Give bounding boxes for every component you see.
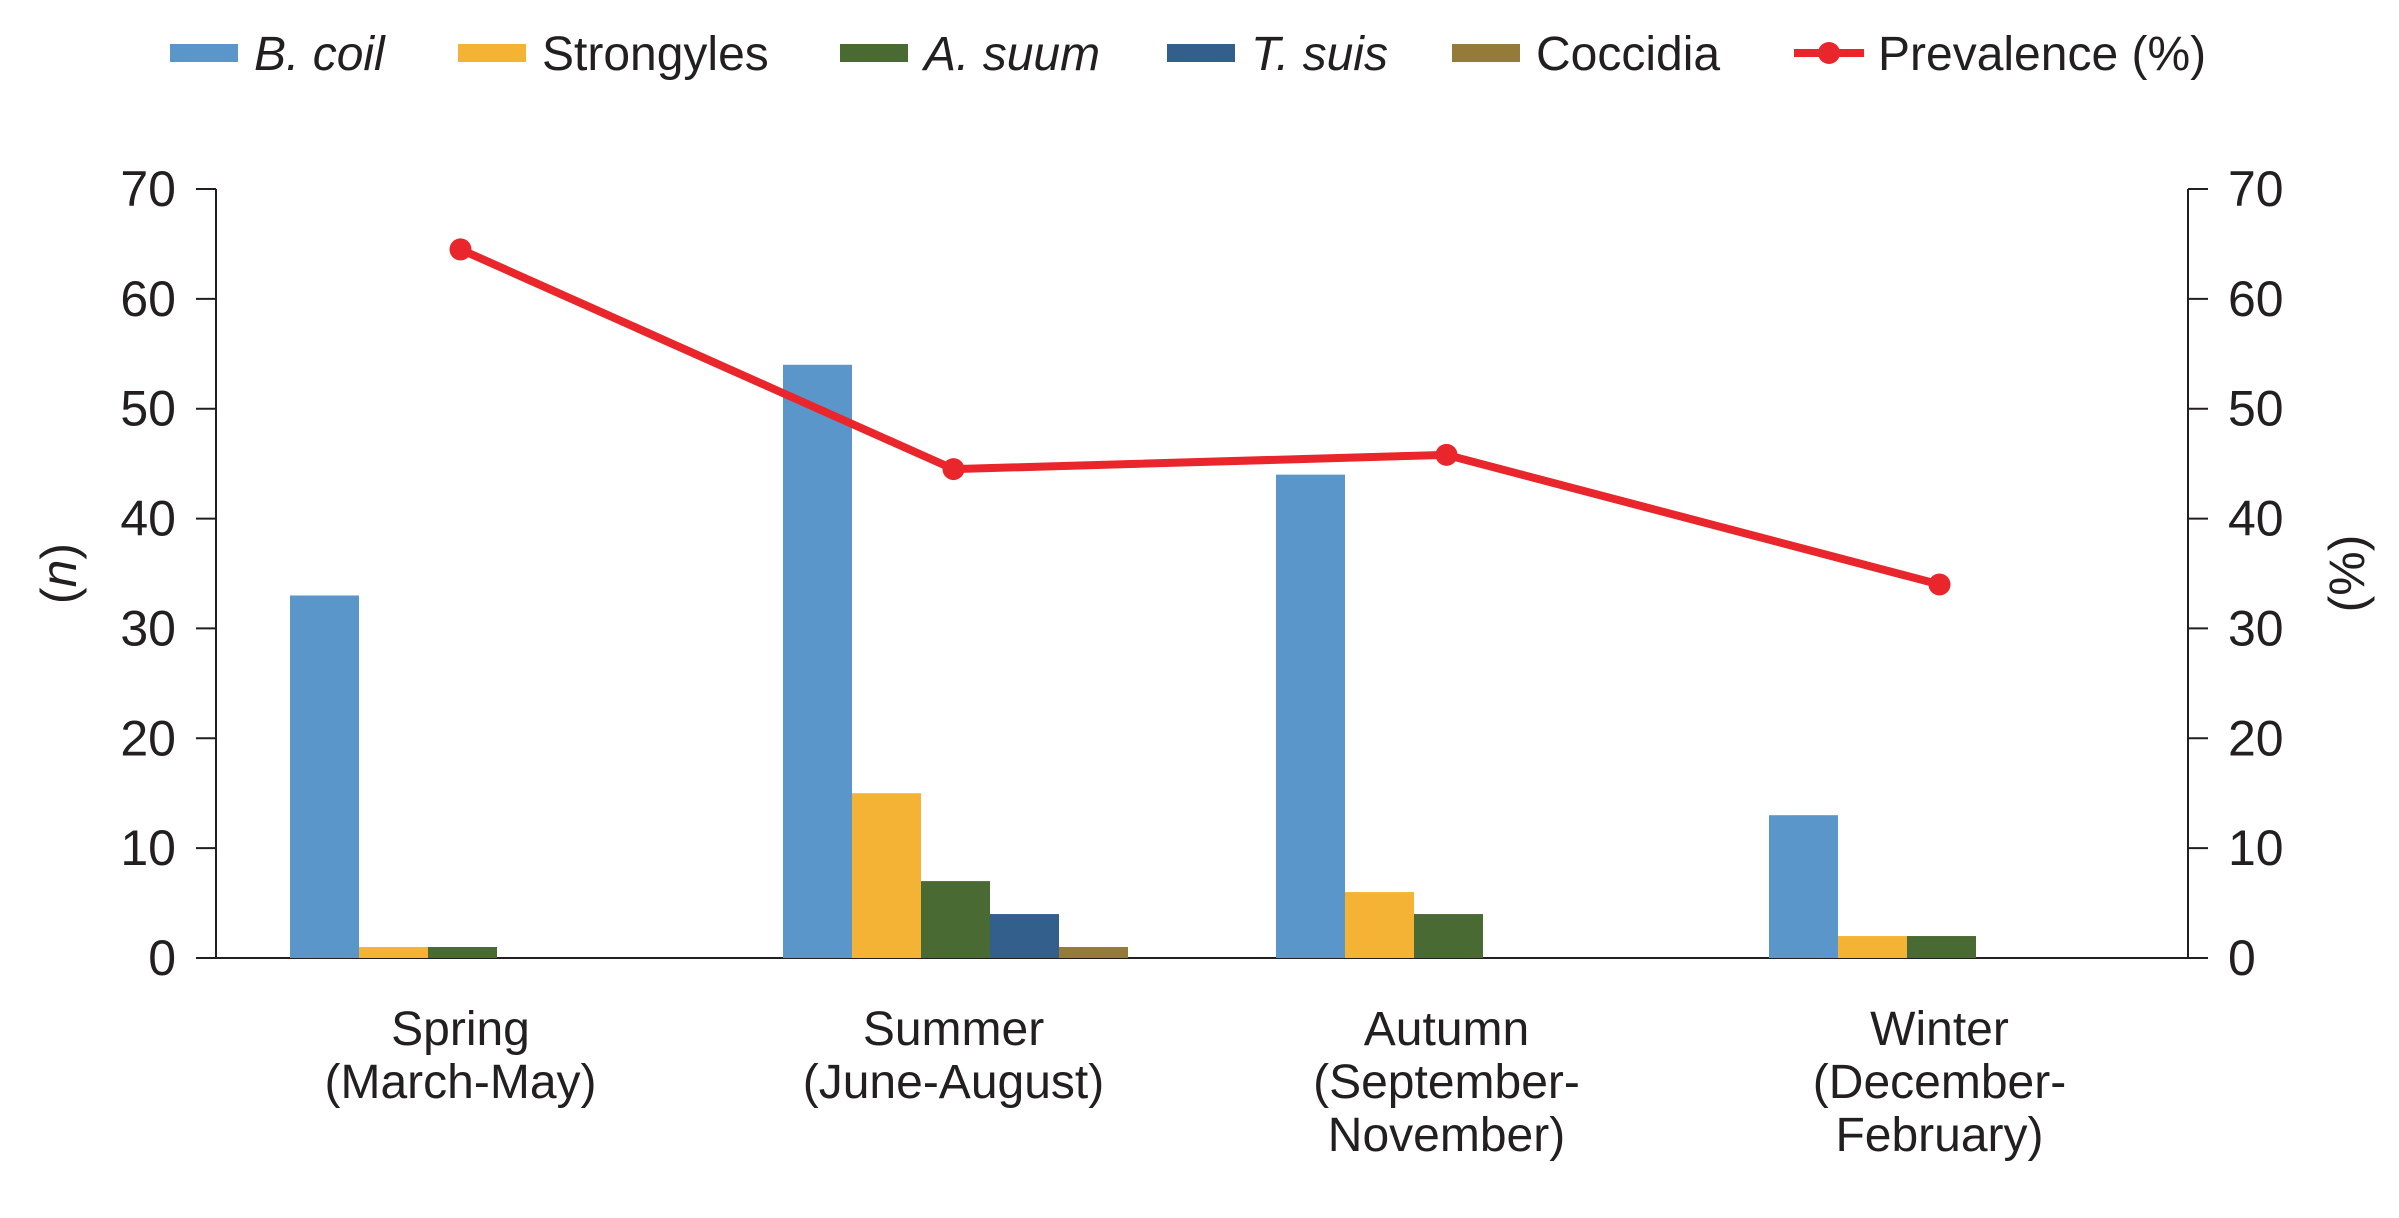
legend-label: Coccidia (1536, 28, 1720, 81)
right-tick-label: 0 (2228, 930, 2256, 986)
bar-strongyles (359, 947, 428, 958)
prevalence-point (942, 458, 965, 481)
prevalence-line-path (458, 245, 1941, 589)
legend: B. coil Strongyles A. suum T. suis Coccidia P… (170, 28, 2206, 81)
bar-b-coil (783, 364, 852, 958)
bar-t-suis (990, 914, 1059, 958)
left-tick-label: 60 (120, 271, 176, 327)
right-axis-title: (%) (2319, 535, 2375, 613)
left-tick-label: 30 (120, 600, 176, 656)
right-tick-label: 30 (2228, 600, 2284, 656)
bar-b-coil (1769, 815, 1838, 958)
bar-b-coil (1276, 474, 1345, 958)
right-tick-label: 20 (2228, 710, 2284, 766)
legend-label: A. suum (921, 28, 1100, 81)
axis-labels: 0 0 10 10 20 20 30 30 40 40 50 50 60 60 70 70 (n) (%) Spri… (31, 161, 2375, 1162)
bar-coccidia (1059, 947, 1128, 958)
right-tick-label: 60 (2228, 271, 2284, 327)
category-label: Autumn (September-November) (1313, 1003, 1580, 1162)
legend-swatch (458, 44, 526, 62)
right-tick-label: 50 (2228, 381, 2284, 437)
left-axis-title: (n) (31, 543, 87, 604)
prevalence-line (449, 238, 1951, 596)
category-label: Spring (March-May) (325, 1003, 597, 1109)
left-tick-label: 20 (120, 710, 176, 766)
left-tick-label: 40 (120, 491, 176, 547)
legend-label: Strongyles (542, 28, 769, 81)
category-label: Summer (June-August) (803, 1003, 1104, 1109)
bars (290, 364, 1976, 958)
legend-swatch (1452, 44, 1520, 62)
legend-swatch (1167, 44, 1235, 62)
bar-a-suum (1907, 936, 1976, 958)
prevalence-point (449, 238, 472, 261)
prevalence-point (1435, 443, 1458, 466)
left-tick-label: 70 (120, 161, 176, 217)
bar-strongyles (1838, 936, 1907, 958)
category-label: Winter (December-February) (1813, 1003, 2066, 1162)
bar-a-suum (1414, 914, 1483, 958)
legend-swatch (170, 44, 238, 62)
bar-a-suum (428, 947, 497, 958)
right-tick-label: 70 (2228, 161, 2284, 217)
right-tick-label: 40 (2228, 491, 2284, 547)
bar-a-suum (921, 881, 990, 958)
legend-label: T. suis (1251, 28, 1388, 81)
legend-label: B. coil (254, 28, 386, 81)
bar-b-coil (290, 595, 359, 958)
bar-strongyles (1345, 892, 1414, 958)
legend-line-marker (1818, 42, 1840, 64)
legend-label: Prevalence (%) (1878, 28, 2206, 81)
legend-swatch (840, 44, 908, 62)
left-tick-label: 0 (148, 930, 176, 986)
left-tick-label: 50 (120, 381, 176, 437)
right-tick-label: 10 (2228, 820, 2284, 876)
prevalence-point (1928, 573, 1951, 596)
left-tick-label: 10 (120, 820, 176, 876)
bar-strongyles (852, 793, 921, 958)
